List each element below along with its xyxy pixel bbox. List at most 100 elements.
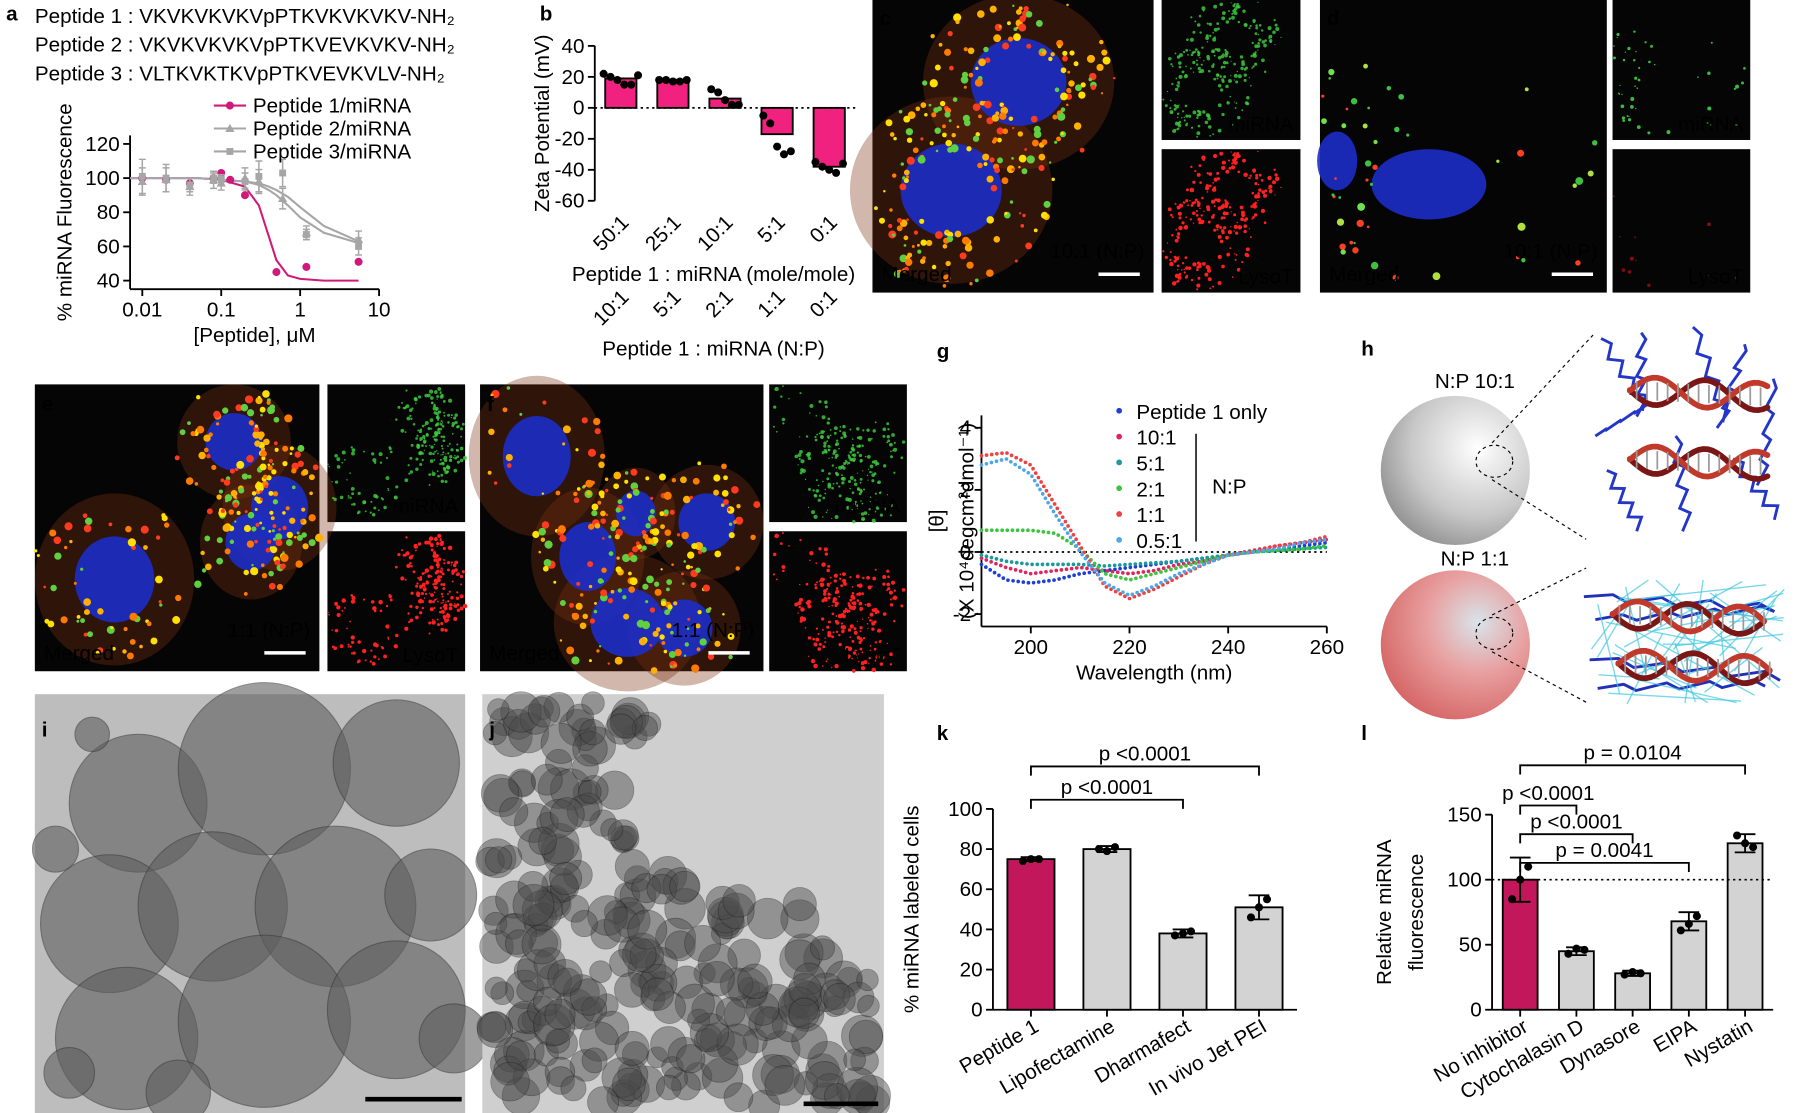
vesicle-red — [419, 611, 422, 614]
peptide-sequence: Peptide 3 : VLTKVKTKVpPTKVEVKVLV-NH₂ — [35, 62, 445, 85]
vesicle-red — [840, 584, 843, 587]
data-point — [766, 119, 774, 127]
particle — [485, 977, 507, 999]
vesicle-green — [1622, 119, 1625, 122]
vesicle-green — [872, 519, 876, 523]
vesicle — [983, 47, 988, 52]
vesicle-green — [1244, 74, 1247, 77]
vesicle-green — [448, 399, 452, 403]
vesicle-red — [385, 624, 389, 628]
vesicle-red — [781, 565, 785, 569]
vesicle-green — [437, 475, 440, 478]
vesicle — [666, 543, 671, 548]
vesicle-green — [830, 429, 832, 431]
vesicle-green — [886, 422, 889, 425]
vesicle-green — [866, 428, 869, 431]
vesicle-red — [451, 572, 454, 575]
vesicle-red — [809, 559, 811, 561]
vesicle-green — [840, 426, 842, 428]
vesicle-red — [830, 577, 832, 579]
vesicle-red — [773, 553, 777, 557]
vesicle-green — [1191, 127, 1193, 129]
data-point — [1564, 950, 1572, 958]
vesicle-red — [823, 592, 826, 595]
significance-bracket — [1031, 766, 1259, 775]
vesicle-red — [1251, 218, 1253, 220]
vesicle-green — [1622, 116, 1625, 119]
vesicle — [965, 244, 973, 252]
vesicle-red — [827, 631, 831, 635]
vesicle — [246, 455, 254, 463]
vesicle-red — [432, 583, 434, 585]
vesicle-red — [357, 661, 359, 663]
model-label: N:P 10:1 — [1435, 370, 1515, 393]
vesicle-red — [1224, 161, 1225, 162]
vesicle-green — [372, 458, 376, 462]
merged-label: Merged — [489, 642, 559, 665]
vesicle-green — [460, 427, 463, 430]
panel-label: g — [937, 340, 950, 363]
vesicle — [625, 471, 628, 474]
vesicle-green — [1618, 92, 1620, 94]
vesicle-red — [351, 596, 355, 600]
vesicle-green — [890, 455, 893, 458]
vesicle-green — [808, 507, 809, 508]
vesicle-red — [848, 604, 851, 607]
vesicle-green — [819, 494, 822, 497]
vesicle — [83, 598, 91, 606]
vesicle — [262, 390, 270, 398]
vesicle-red — [1213, 229, 1216, 232]
peptide-sequence: Peptide 2 : VKVKVKVKVpPTKVEVKVKV-NH₂ — [35, 34, 455, 57]
vesicle-red — [1207, 172, 1209, 174]
vesicle — [273, 491, 278, 496]
vesicle-green — [874, 472, 877, 475]
vesicle-red — [1248, 177, 1250, 179]
vesicle-red — [821, 617, 824, 620]
vesicle-green — [842, 477, 846, 481]
y-axis-label: Zeta Potential (mV) — [531, 34, 554, 212]
vesicle — [753, 501, 760, 508]
vesicle-red — [1185, 199, 1188, 202]
data-point — [242, 178, 249, 185]
y-tick-label: 0 — [1470, 999, 1481, 1022]
legend-label: 10:1 — [1136, 427, 1176, 450]
vesicle — [262, 527, 265, 530]
vesicle — [271, 516, 275, 520]
vesicle-red — [808, 656, 809, 657]
vesicle-red — [363, 599, 365, 601]
vesicle-green — [432, 436, 434, 438]
vesicle — [247, 409, 254, 416]
panel-label: k — [937, 722, 949, 745]
vesicle-green — [1633, 30, 1635, 32]
vesicle-green — [445, 453, 446, 454]
vesicle-red — [422, 583, 426, 587]
vesicle — [966, 262, 973, 269]
vesicle — [997, 138, 1002, 143]
vesicle-red — [1197, 262, 1199, 264]
vesicle-green — [1234, 11, 1238, 15]
vesicle-red — [1261, 209, 1265, 213]
vesicle-red — [882, 582, 885, 585]
vesicle-red — [1245, 253, 1249, 257]
vesicle-green — [1213, 78, 1216, 81]
vesicle — [109, 523, 113, 527]
vesicle — [979, 101, 984, 106]
vesicle — [1020, 224, 1024, 228]
panel-label: b — [540, 3, 553, 26]
vesicle-green — [431, 401, 434, 404]
vesicle-red — [863, 667, 865, 669]
vesicle-green — [1219, 3, 1223, 7]
vesicle — [1075, 84, 1082, 91]
vesicle-red — [365, 659, 367, 661]
vesicle — [609, 551, 614, 556]
vesicle-red — [826, 626, 829, 629]
vesicle-red — [818, 547, 821, 550]
vesicle-green — [875, 421, 877, 423]
vesicle-green — [436, 416, 439, 419]
vesicle — [1353, 242, 1355, 244]
data-point — [1027, 855, 1035, 863]
y-tick-label: 40 — [960, 918, 983, 941]
vesicle — [556, 491, 561, 496]
vesicle-green — [1633, 59, 1635, 61]
vesicle-green — [1261, 58, 1265, 62]
